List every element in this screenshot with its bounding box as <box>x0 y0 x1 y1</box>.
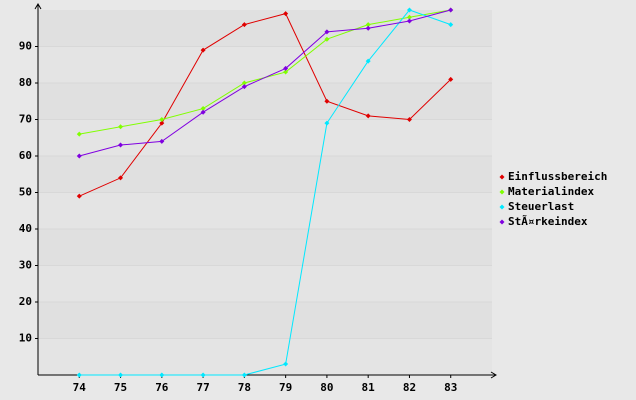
grid-band <box>38 338 492 375</box>
data-point <box>118 142 124 148</box>
y-axis-arrow <box>34 3 42 10</box>
grid-band <box>38 302 492 339</box>
data-point <box>324 120 330 126</box>
data-point <box>76 131 82 137</box>
grid-band <box>38 156 492 193</box>
y-tick-label: 50 <box>19 186 32 199</box>
grid-band <box>38 119 492 156</box>
data-point <box>448 76 454 82</box>
data-point <box>159 117 165 122</box>
x-axis-arrow <box>490 371 497 379</box>
legend-label: Einflussbereich <box>508 170 607 183</box>
legend-marker <box>499 204 505 210</box>
data-point <box>406 18 412 24</box>
y-tick-label: 20 <box>19 295 32 308</box>
grid-band <box>38 229 492 266</box>
data-point <box>76 372 82 378</box>
legend-marker <box>499 174 505 180</box>
data-point <box>448 7 454 13</box>
legend-label: StÃ¤rkeindex <box>508 215 588 228</box>
series-line <box>79 9 451 157</box>
data-point <box>159 120 165 126</box>
x-tick-label: 78 <box>238 381 251 394</box>
data-point <box>241 80 247 86</box>
data-point <box>406 117 412 122</box>
y-tick-label: 40 <box>19 222 32 235</box>
data-point <box>241 372 247 378</box>
x-tick-label: 77 <box>196 381 209 394</box>
data-point <box>283 65 289 71</box>
x-tick-label: 81 <box>362 381 376 394</box>
series-line <box>79 13 452 197</box>
y-tick-label: 60 <box>19 149 32 162</box>
legend-marker <box>499 219 505 225</box>
grid-band <box>38 46 492 83</box>
x-tick-label: 82 <box>403 381 416 394</box>
grid-band <box>38 192 492 229</box>
x-tick-label: 83 <box>444 381 457 394</box>
y-tick-label: 10 <box>19 332 32 345</box>
data-point <box>365 58 371 64</box>
x-tick-label: 75 <box>114 381 127 394</box>
data-point <box>118 124 124 130</box>
data-point <box>324 36 330 42</box>
data-point <box>283 361 289 367</box>
data-point <box>365 113 371 119</box>
y-tick-label: 90 <box>19 40 32 53</box>
data-point <box>324 29 330 35</box>
data-point <box>365 25 371 31</box>
data-point <box>283 11 289 17</box>
legend-label: Materialindex <box>508 185 594 198</box>
data-point <box>406 14 412 20</box>
y-tick-label: 80 <box>19 76 32 89</box>
data-point <box>159 138 165 144</box>
data-point <box>200 106 206 112</box>
x-tick-label: 74 <box>73 381 87 394</box>
data-point <box>200 372 206 378</box>
legend-marker <box>499 189 505 195</box>
data-point <box>241 84 247 90</box>
data-point <box>324 98 330 104</box>
data-point <box>406 7 412 13</box>
data-point <box>118 372 124 378</box>
x-tick-label: 80 <box>320 381 333 394</box>
y-tick-label: 70 <box>19 113 32 126</box>
grid-band <box>38 83 492 120</box>
y-tick-label: 30 <box>19 259 32 272</box>
x-tick-label: 76 <box>155 381 169 394</box>
x-tick-label: 79 <box>279 381 292 394</box>
data-point <box>118 175 124 181</box>
data-point <box>200 47 206 53</box>
data-point <box>365 22 371 28</box>
data-point <box>241 22 247 28</box>
data-point <box>283 69 289 75</box>
data-point <box>448 22 454 28</box>
data-point <box>159 372 165 378</box>
legend-label: Steuerlast <box>508 200 574 213</box>
data-point <box>76 153 82 159</box>
data-point <box>76 193 82 199</box>
grid-band <box>38 265 492 302</box>
series-line <box>79 9 451 376</box>
data-point <box>200 109 206 115</box>
